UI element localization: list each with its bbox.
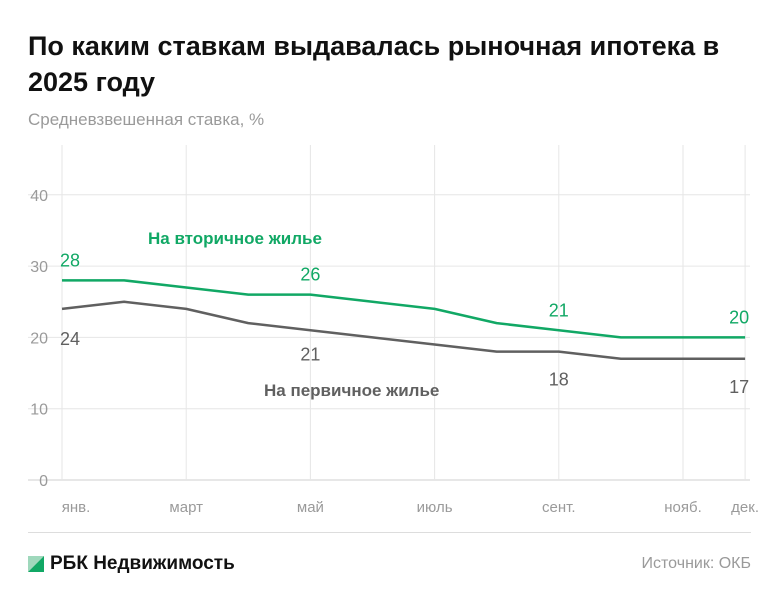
y-tick-label: 0 bbox=[39, 473, 48, 490]
footer-divider bbox=[28, 532, 751, 533]
series-line-secondary bbox=[62, 279, 746, 339]
x-tick-label: март bbox=[169, 499, 203, 516]
series-label-secondary: На вторичное жилье bbox=[148, 229, 322, 248]
data-label: 21 bbox=[300, 344, 320, 364]
chart-subtitle: Средневзвешенная ставка, % bbox=[28, 110, 265, 129]
data-label: 18 bbox=[549, 370, 569, 390]
chart-title: По каким ставкам выдавалась рыночная ипо… bbox=[28, 31, 720, 97]
brand-logo: РБК Недвижимость bbox=[28, 553, 235, 575]
series-line-primary bbox=[61, 300, 746, 361]
x-tick-label: сент. bbox=[542, 499, 576, 516]
x-tick-label: дек. bbox=[731, 499, 759, 516]
x-tick-label: нояб. bbox=[664, 499, 702, 516]
y-tick-label: 30 bbox=[30, 259, 48, 276]
rbc-logo-icon bbox=[28, 556, 44, 572]
y-tick-label: 10 bbox=[30, 402, 48, 419]
data-label: 17 bbox=[729, 377, 749, 397]
data-label: 28 bbox=[60, 250, 80, 270]
y-tick-label: 20 bbox=[30, 330, 48, 347]
x-tick-label: янв. bbox=[62, 499, 91, 516]
y-tick-label: 40 bbox=[30, 188, 48, 205]
data-label: 24 bbox=[60, 329, 80, 349]
series-label-primary: На первичное жилье bbox=[264, 381, 439, 400]
data-label: 20 bbox=[729, 307, 749, 327]
data-label: 21 bbox=[549, 300, 569, 320]
data-label: 26 bbox=[300, 265, 320, 285]
source-note: Источник: ОКБ bbox=[641, 555, 751, 572]
x-tick-label: июль bbox=[417, 499, 453, 516]
x-tick-label: май bbox=[297, 499, 324, 516]
line-chart: 0 10 20 30 40 янв. март май июль сент. нояб. дек. 28… bbox=[28, 145, 759, 516]
brand-name: РБК Недвижимость bbox=[50, 553, 235, 574]
